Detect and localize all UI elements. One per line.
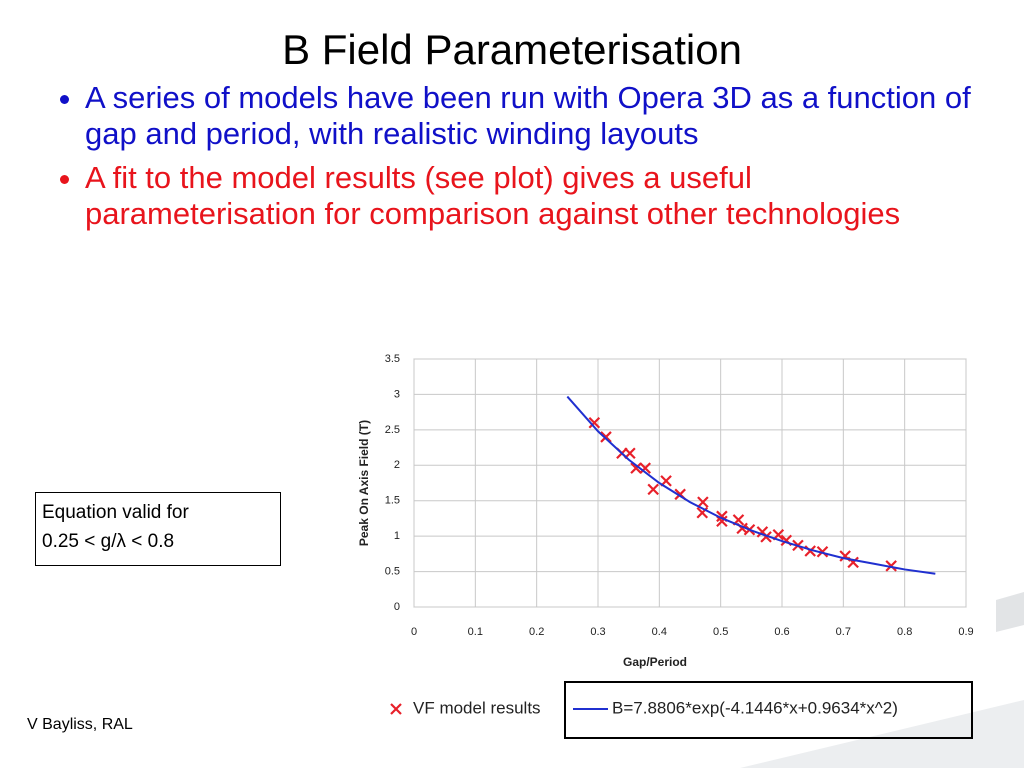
data-point xyxy=(647,483,659,496)
y-tick-label: 1.5 xyxy=(385,495,400,507)
decoration xyxy=(740,700,1024,768)
x-tick-label: 0 xyxy=(411,626,417,638)
footer: V Bayliss, RAL xyxy=(27,716,133,733)
legend-label: VF model results xyxy=(413,698,541,717)
legend-box xyxy=(564,681,973,739)
y-tick-label: 3 xyxy=(394,388,400,400)
note-line: Equation valid for xyxy=(42,502,189,523)
data-point xyxy=(716,515,728,528)
data-point xyxy=(600,431,612,443)
x-tick-label: 0.1 xyxy=(468,626,483,638)
bullet: A series of models have been run with Op… xyxy=(85,80,985,152)
y-tick-label: 3.5 xyxy=(385,353,400,365)
x-axis-title: Gap/Period xyxy=(623,655,687,669)
x-tick-label: 0.4 xyxy=(652,626,667,638)
bullet: A fit to the model results (see plot) gi… xyxy=(85,160,985,232)
fit-line xyxy=(566,395,936,575)
y-axis-title: Peak On Axis Field (T) xyxy=(357,420,371,546)
legend-label: B=7.8806*exp(-4.1446*x+0.9634*x^2) xyxy=(612,698,898,717)
plot-area xyxy=(413,358,967,608)
data-point xyxy=(630,462,642,474)
bullet-list: A series of models have been run with Op… xyxy=(48,80,985,240)
legend-marker xyxy=(390,703,402,715)
y-tick-label: 1 xyxy=(394,530,400,542)
data-point xyxy=(697,496,709,508)
x-tick-label: 0.3 xyxy=(590,626,605,638)
x-tick-label: 0.7 xyxy=(836,626,851,638)
x-tick-label: 0.8 xyxy=(897,626,912,638)
data-point xyxy=(588,416,601,429)
note-line: 0.25 < g/λ < 0.8 xyxy=(42,530,175,552)
y-tick-label: 0 xyxy=(394,601,400,613)
data-point xyxy=(639,462,652,474)
y-tick-label: 0.5 xyxy=(385,565,400,577)
note-box: Equation valid for 0.25 < g/λ < 0.8 xyxy=(35,492,281,566)
x-tick-label: 0.5 xyxy=(713,626,728,638)
data-point xyxy=(885,560,897,572)
decoration xyxy=(996,592,1024,632)
slide-title: B Field Parameterisation xyxy=(282,26,742,73)
x-tick-label: 0.9 xyxy=(958,626,973,638)
x-tick-label: 0.2 xyxy=(529,626,544,638)
y-tick-label: 2 xyxy=(394,459,400,471)
y-tick-label: 2.5 xyxy=(385,424,400,436)
x-tick-label: 0.6 xyxy=(774,626,789,638)
data-point xyxy=(816,545,829,558)
